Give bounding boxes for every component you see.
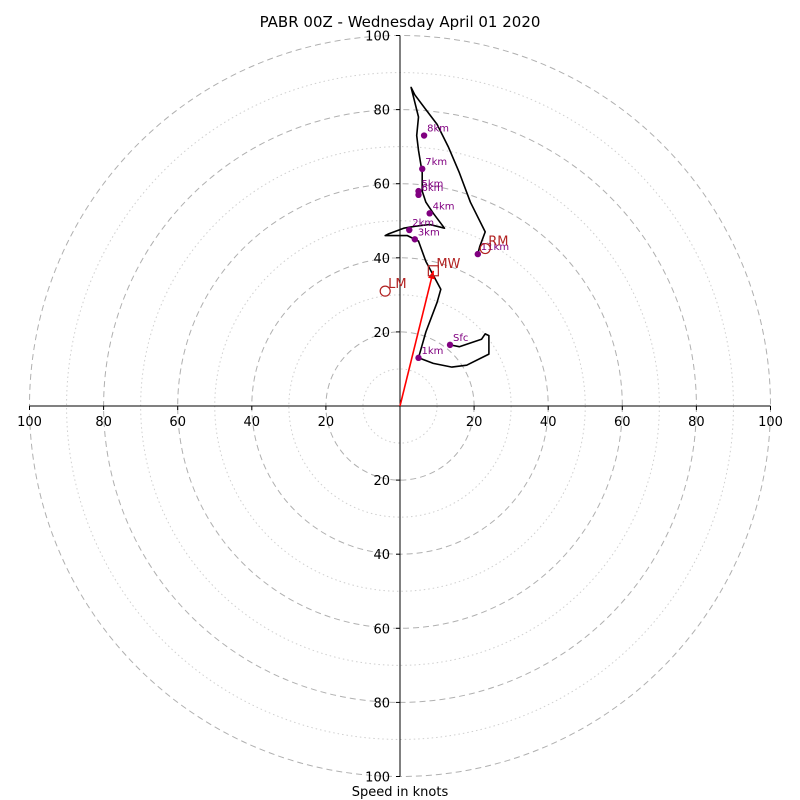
- height-marker-dot: [411, 236, 419, 243]
- height-marker-label: 2km: [412, 218, 434, 229]
- x-axis-label: Speed in knots: [352, 785, 449, 800]
- height-marker-dot: [406, 226, 413, 234]
- height-marker-label: 4km: [433, 201, 455, 212]
- x-tick-label: 80: [688, 415, 705, 430]
- storm-motion-label: LM: [388, 277, 406, 292]
- mean-wind-arrowhead: [428, 270, 435, 280]
- y-tick-label: 40: [373, 252, 390, 267]
- height-marker-label: 11km: [481, 242, 509, 253]
- x-tick-label: 60: [614, 415, 631, 430]
- storm-motion-label: MW: [436, 257, 460, 272]
- y-tick-label: 60: [373, 622, 390, 637]
- y-tick-label: 100: [365, 30, 390, 45]
- height-marker-dot: [446, 341, 454, 349]
- storm-motion-circle: [379, 285, 391, 297]
- height-marker-dot: [474, 250, 482, 258]
- y-tick-label: 80: [373, 104, 390, 119]
- y-tick-label: 40: [373, 548, 390, 563]
- height-marker-dot: [415, 354, 422, 362]
- x-tick-label: 40: [540, 415, 557, 430]
- height-marker-dot: [426, 210, 433, 217]
- height-marker-label: 1km: [422, 346, 444, 357]
- height-marker-label: Sfc: [453, 333, 468, 344]
- height-marker-dot: [420, 132, 428, 139]
- height-marker-label: 8km: [427, 124, 449, 135]
- height-marker-label: 5km: [422, 179, 444, 190]
- x-tick-label: 40: [244, 415, 261, 430]
- tick-labels: 100 80 60 40 20 20 40 60 80 100 100 80 60 40 20 20 40 60 8…: [17, 30, 783, 786]
- mean-wind-arrow: [399, 270, 435, 407]
- y-tick-label: 80: [373, 696, 390, 711]
- height-marker-dot: [419, 165, 426, 173]
- storm-motion-label: RM: [488, 235, 508, 250]
- hodograph-line: [384, 86, 490, 368]
- y-tick-label: 100: [365, 771, 390, 786]
- y-tick-label: 20: [373, 326, 390, 341]
- storm-motion-circle: [479, 242, 491, 255]
- y-tick-label: 60: [373, 178, 390, 193]
- x-tick-label: 100: [17, 415, 42, 430]
- x-tick-label: 20: [318, 415, 335, 430]
- chart-title: PABR 00Z - Wednesday April 01 2020: [260, 13, 541, 31]
- x-tick-label: 80: [95, 415, 112, 430]
- y-tick-label: 20: [373, 474, 390, 489]
- height-marker-dot: [415, 191, 422, 199]
- mean-wind-vector-group: [399, 270, 435, 407]
- hodograph-trace-group: [384, 86, 490, 368]
- x-tick-label: 20: [466, 415, 483, 430]
- storm-motion-markers: RM LM MW: [379, 235, 508, 297]
- storm-motion-square: [427, 265, 439, 277]
- height-marker-label: 6km: [422, 183, 444, 194]
- height-marker-label: 7km: [425, 157, 447, 168]
- height-marker-label: 3km: [418, 227, 440, 238]
- x-tick-label: 60: [169, 415, 186, 430]
- x-tick-label: 100: [758, 415, 783, 430]
